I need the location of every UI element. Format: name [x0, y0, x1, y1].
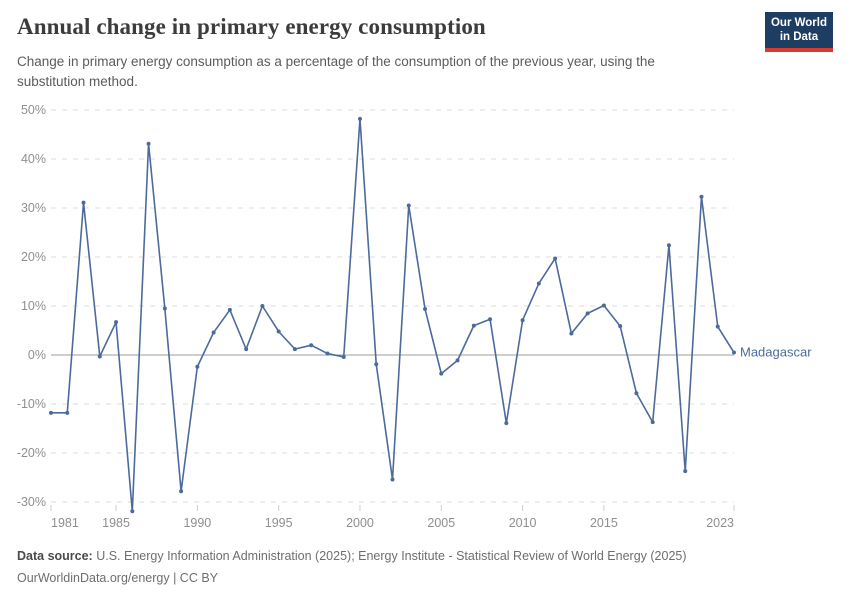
- data-source-line: Data source: U.S. Energy Information Adm…: [17, 545, 837, 567]
- data-point[interactable]: [179, 489, 184, 494]
- data-point[interactable]: [65, 410, 70, 415]
- data-point[interactable]: [146, 141, 151, 146]
- owid-logo-text: Our World in Data: [770, 17, 827, 43]
- y-axis-tick-label: -30%: [17, 495, 46, 509]
- data-point[interactable]: [341, 354, 346, 359]
- data-point[interactable]: [699, 194, 704, 199]
- y-axis-tick-label: -10%: [17, 397, 46, 411]
- data-point[interactable]: [292, 347, 297, 352]
- data-point[interactable]: [114, 320, 119, 325]
- data-point[interactable]: [309, 343, 314, 348]
- data-point[interactable]: [455, 358, 460, 363]
- data-point[interactable]: [683, 469, 688, 474]
- y-axis-tick-label: 30%: [21, 201, 46, 215]
- y-axis-tick-label: 20%: [21, 250, 46, 264]
- data-point[interactable]: [423, 306, 428, 311]
- x-axis-tick-label: 1985: [102, 516, 130, 530]
- data-point[interactable]: [732, 350, 736, 355]
- data-point[interactable]: [195, 364, 200, 369]
- x-axis-tick-label: 1995: [265, 516, 293, 530]
- license-line[interactable]: OurWorldinData.org/energy | CC BY: [17, 571, 219, 585]
- data-point[interactable]: [439, 371, 444, 376]
- data-point[interactable]: [536, 281, 541, 286]
- data-point[interactable]: [227, 307, 232, 312]
- x-axis-tick-label: 1990: [183, 516, 211, 530]
- data-point[interactable]: [634, 391, 639, 396]
- data-point[interactable]: [715, 324, 720, 329]
- data-source-label: Data source:: [17, 549, 93, 563]
- data-point[interactable]: [325, 351, 330, 356]
- x-axis-tick-label: 2015: [590, 516, 618, 530]
- data-point[interactable]: [357, 116, 362, 121]
- data-point[interactable]: [406, 203, 411, 208]
- data-point[interactable]: [211, 330, 216, 335]
- data-point[interactable]: [390, 477, 395, 482]
- chart-footer: Data source: U.S. Energy Information Adm…: [17, 545, 837, 589]
- data-source-text: U.S. Energy Information Administration (…: [92, 549, 687, 563]
- data-point[interactable]: [260, 304, 265, 308]
- data-point[interactable]: [97, 354, 102, 359]
- x-axis-tick-label: 2000: [346, 516, 374, 530]
- x-axis-tick-label: 2005: [427, 516, 455, 530]
- x-axis-tick-label: 1981: [51, 516, 79, 530]
- y-axis-tick-label: 50%: [21, 103, 46, 117]
- data-point[interactable]: [471, 323, 476, 328]
- series-line[interactable]: [51, 118, 735, 513]
- data-point[interactable]: [520, 318, 525, 323]
- data-point[interactable]: [276, 329, 281, 334]
- y-axis-tick-label: 40%: [21, 152, 46, 166]
- data-point[interactable]: [488, 317, 493, 322]
- data-point[interactable]: [49, 410, 53, 415]
- data-point[interactable]: [569, 331, 574, 336]
- data-point[interactable]: [504, 421, 509, 426]
- y-axis-tick-label: -20%: [17, 446, 46, 460]
- data-point[interactable]: [244, 347, 249, 352]
- data-point[interactable]: [81, 200, 86, 205]
- data-point[interactable]: [162, 306, 167, 311]
- owid-logo[interactable]: Our World in Data: [765, 12, 833, 52]
- data-point[interactable]: [618, 324, 623, 329]
- x-axis-tick-label: 2010: [509, 516, 537, 530]
- data-point[interactable]: [130, 509, 135, 514]
- y-axis-tick-label: 10%: [21, 299, 46, 313]
- data-point[interactable]: [553, 256, 558, 261]
- page-title: Annual change in primary energy consumpt…: [17, 14, 486, 39]
- y-axis-tick-label: 0%: [28, 348, 46, 362]
- data-point[interactable]: [585, 311, 590, 316]
- x-axis-tick-label: 2023: [706, 516, 734, 530]
- data-point[interactable]: [666, 243, 671, 248]
- series-end-label[interactable]: Madagascar: [740, 345, 812, 360]
- data-point[interactable]: [650, 420, 655, 425]
- data-point[interactable]: [601, 303, 606, 308]
- chart-subtitle: Change in primary energy consumption as …: [17, 54, 655, 89]
- data-point[interactable]: [374, 362, 379, 367]
